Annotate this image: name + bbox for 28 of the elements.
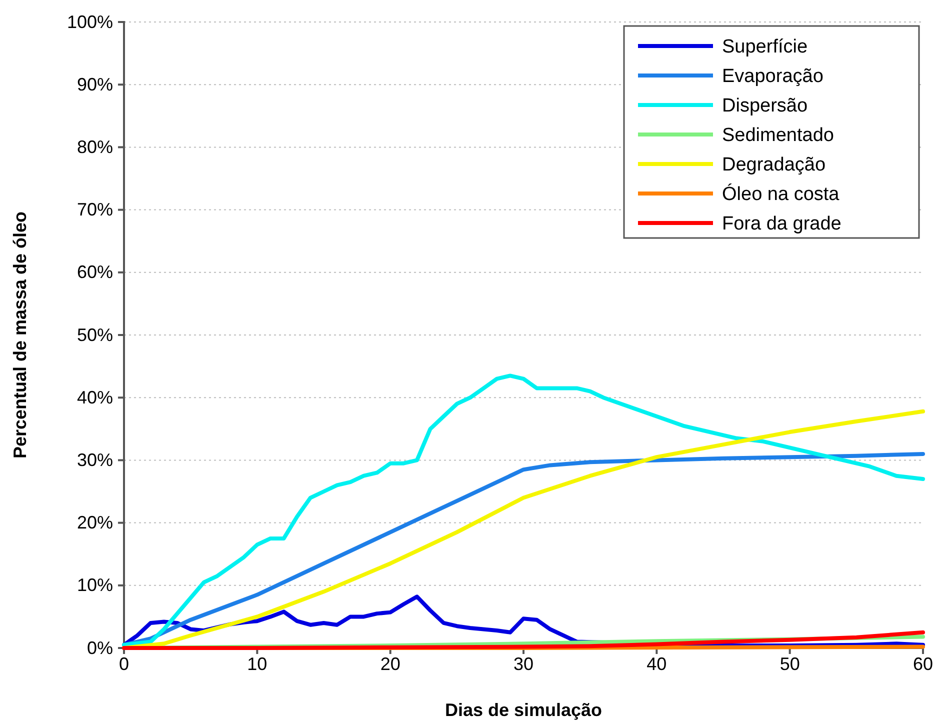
y-tick-label: 20% [76,512,113,533]
y-tick-label: 0% [86,638,113,658]
legend-label: Superfície [722,36,808,58]
x-tick-label: 30 [513,654,534,674]
x-tick-label: 0 [118,654,130,674]
x-tick-label: 10 [247,654,268,674]
legend-label: Evaporação [722,66,824,88]
y-tick-label: 90% [76,74,113,94]
y-tick-label: 10% [76,575,113,596]
y-tick-label: 60% [76,262,113,282]
x-tick-label: 40 [646,654,667,674]
line-series [122,630,925,650]
y-tick-label: 80% [76,136,113,157]
y-tick-label: 30% [76,450,113,470]
y-tick-label: 40% [76,387,113,408]
x-tick-label: 20 [380,654,400,674]
x-tick-label: 60 [912,654,934,674]
legend-label: Sedimentado [722,125,834,146]
legend-label: Fora da grade [722,214,842,235]
legend-label: Óleo na costa [722,183,840,206]
y-axis-title: Percentual de massa de óleo [10,211,30,459]
y-tick-label: 70% [76,200,113,220]
x-axis-title: Dias de simulação [444,700,602,720]
legend-label: Dispersão [722,96,808,117]
legend-label: Degradação [722,154,826,176]
x-tick-label: 50 [780,654,800,674]
y-tick-label: 100% [66,12,113,32]
y-tick-label: 50% [76,324,113,345]
